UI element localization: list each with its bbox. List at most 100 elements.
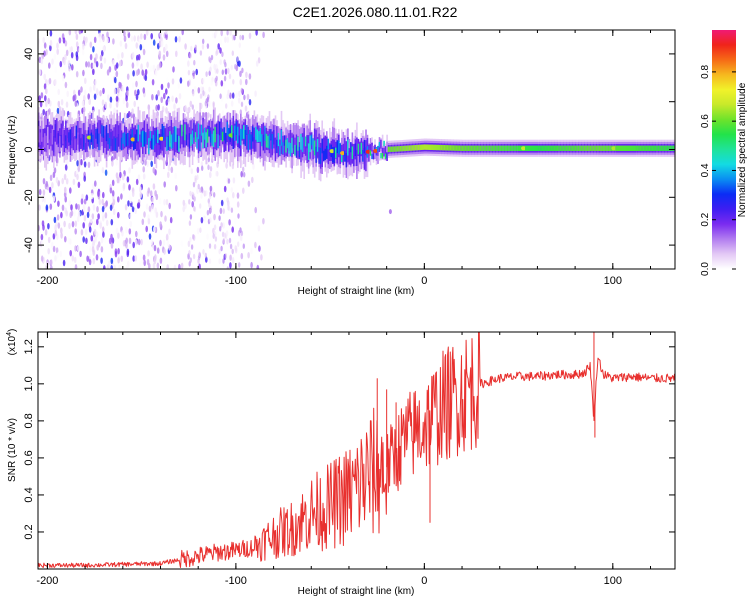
band-cell	[223, 131, 225, 153]
noise-cell	[44, 95, 47, 102]
noise-cell	[85, 61, 88, 68]
noise-cell	[89, 86, 92, 93]
band-cell	[71, 127, 73, 141]
noise-cell	[70, 210, 74, 217]
noise-cell	[38, 161, 41, 168]
noise-cell	[90, 62, 94, 69]
noise-cell	[197, 87, 201, 94]
noise-cell	[248, 73, 252, 80]
noise-cell	[237, 241, 240, 247]
noise-cell	[117, 257, 120, 264]
noise-cell	[125, 237, 128, 244]
band-cell	[479, 145, 482, 151]
band-cell	[396, 146, 399, 152]
band-cell	[145, 135, 147, 155]
noise-cell	[192, 73, 195, 80]
band-cell	[360, 142, 363, 155]
noise-cell	[111, 179, 115, 186]
band-cell	[77, 121, 79, 141]
noise-cell	[179, 77, 183, 84]
noise-cell	[165, 198, 169, 206]
noise-cell	[99, 222, 102, 229]
noise-cell	[131, 82, 135, 89]
band-cell	[215, 123, 218, 134]
noise-cell	[125, 226, 128, 234]
noise-cell	[193, 59, 196, 66]
noise-cell	[233, 34, 236, 41]
noise-cell	[142, 48, 146, 56]
band-cell	[74, 122, 76, 148]
noise-cell	[215, 64, 218, 70]
band-cell	[482, 145, 485, 151]
band-cell	[225, 118, 227, 145]
noise-cell	[90, 192, 94, 200]
noise-cell	[59, 250, 62, 258]
band-cell	[139, 135, 141, 150]
noise-cell	[101, 205, 105, 213]
band-cell	[488, 145, 491, 151]
noise-cell	[40, 92, 44, 99]
noise-cell	[63, 220, 66, 228]
band-cell	[289, 130, 292, 152]
noise-cell	[43, 73, 46, 81]
noise-cell	[159, 239, 162, 247]
band-cell	[630, 145, 633, 151]
band-cell	[62, 128, 64, 144]
noise-cell	[58, 37, 62, 44]
band-cell	[503, 145, 506, 151]
noise-cell	[40, 233, 44, 241]
noise-cell	[243, 94, 246, 101]
band-cell	[618, 145, 621, 151]
band-cell	[117, 134, 120, 147]
band-cell	[277, 133, 280, 147]
band-cell	[458, 145, 461, 151]
noise-cell	[239, 34, 242, 41]
band-cell	[249, 129, 251, 140]
band-cell	[75, 129, 78, 151]
noise-cell	[121, 173, 125, 181]
noise-cell	[48, 77, 52, 85]
band-cell	[122, 133, 124, 144]
band-cell	[369, 144, 372, 153]
band-cell	[38, 126, 40, 143]
band-cell	[428, 144, 431, 150]
noise-cell	[191, 201, 194, 208]
band-cell	[145, 132, 147, 144]
noise-cell	[219, 207, 223, 215]
noise-cell	[252, 163, 255, 170]
band-cell	[577, 145, 580, 151]
noise-cell	[152, 64, 156, 71]
band-cell	[235, 121, 238, 135]
band-cell	[176, 134, 179, 151]
band-cell	[319, 147, 322, 164]
noise-cell	[70, 46, 73, 53]
noise-cell	[83, 94, 86, 102]
band-cell	[567, 145, 569, 151]
noise-cell	[255, 30, 258, 36]
band-cell	[589, 145, 592, 151]
band-cell	[203, 127, 206, 140]
noise-cell	[171, 78, 175, 85]
noise-cell	[254, 206, 257, 214]
noise-cell	[204, 100, 207, 107]
noise-cell	[200, 217, 204, 224]
band-cell	[494, 145, 497, 151]
noise-cell	[117, 53, 120, 60]
noise-cell	[207, 164, 210, 171]
noise-cell	[154, 69, 158, 77]
spectrogram-x-label: Height of straight line (km)	[298, 286, 415, 297]
band-cell	[249, 133, 251, 150]
noise-cell	[121, 52, 124, 59]
noise-cell	[87, 161, 91, 168]
noise-cell	[256, 264, 260, 269]
band-cell	[434, 144, 437, 151]
noise-cell	[158, 61, 162, 69]
noise-cell	[69, 250, 72, 257]
band-cell	[511, 145, 513, 151]
noise-cell	[102, 231, 105, 238]
noise-cell	[190, 244, 194, 250]
noise-cell	[64, 186, 67, 194]
band-cell	[386, 141, 388, 155]
noise-cell	[74, 100, 78, 107]
